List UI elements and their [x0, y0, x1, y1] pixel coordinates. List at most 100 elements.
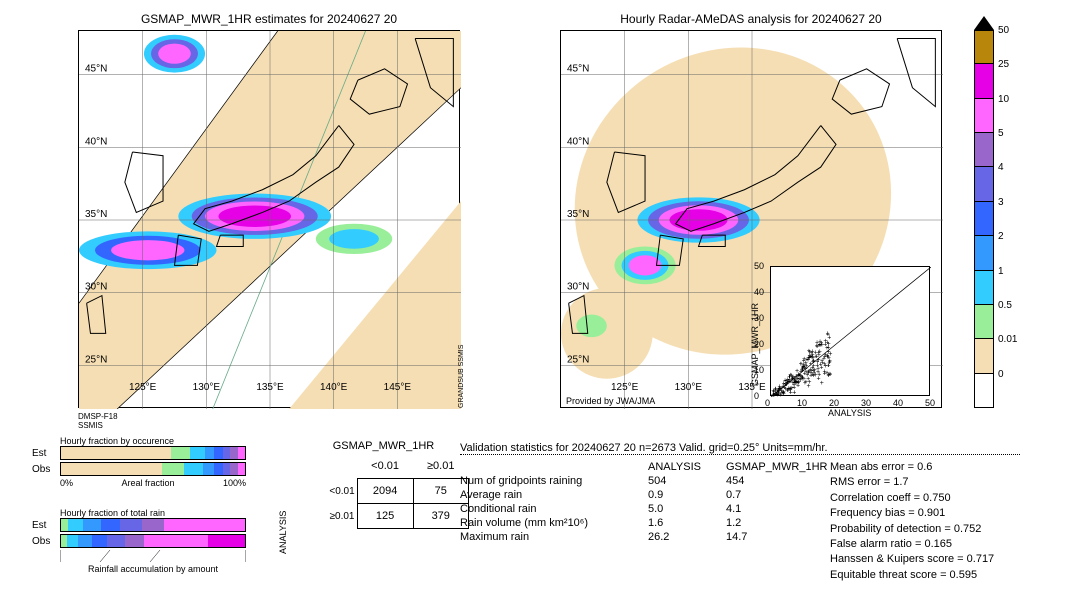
hbar-segment: [83, 519, 101, 531]
hourly-occurrence-block: Hourly fraction by occurence Est Obs 0% …: [32, 436, 246, 488]
conf-row-label: ≥0.01: [327, 504, 357, 529]
confusion-block: GSMAP_MWR_1HR ANALYSIS <0.01 ≥0.01 <0.01…: [270, 440, 455, 529]
hbar-segment: [203, 463, 214, 475]
colorbar-arrow-icon: [974, 16, 994, 30]
colorbar-segment: [974, 167, 994, 201]
conf-row-label: <0.01: [327, 479, 357, 504]
hbar: [60, 446, 246, 460]
hourly-occurrence-title: Hourly fraction by occurence: [60, 436, 246, 446]
svg-text:+: +: [804, 363, 808, 370]
scatter-ylabel: GSMAP_MWR_1HR: [750, 303, 760, 386]
hbar-segment: [223, 463, 230, 475]
hbar-segment: [223, 447, 230, 459]
scatter-xtick: 20: [829, 398, 839, 408]
svg-text:+: +: [789, 377, 793, 384]
colorbar-segment: [974, 202, 994, 236]
svg-text:140°E: 140°E: [320, 382, 348, 393]
scatter-xtick: 40: [893, 398, 903, 408]
figure-root: GSMAP_MWR_1HR estimates for 20240627 20 …: [0, 0, 1080, 612]
colorbar-tick-label: 4: [998, 162, 1004, 173]
hbar-segment: [171, 447, 189, 459]
hbar-segment: [238, 463, 245, 475]
svg-text:130°E: 130°E: [193, 382, 221, 393]
svg-text:+: +: [823, 371, 827, 378]
val-stat-line: False alarm ratio = 0.165: [830, 537, 994, 552]
hbar-segment: [120, 519, 142, 531]
hbar-segment: [107, 535, 125, 547]
left-map-footer-left: DMSP-F18 SSMIS: [78, 412, 118, 430]
svg-text:35°N: 35°N: [567, 209, 589, 220]
val-stat-line: Frequency bias = 0.901: [830, 506, 994, 521]
val-cell: 5.0: [648, 503, 718, 515]
conf-cell: 2094: [357, 479, 413, 504]
hbar: [60, 518, 246, 532]
hbar-segment: [144, 535, 208, 547]
hbar-segment: [142, 519, 164, 531]
colorbar-segment: [974, 64, 994, 98]
hbar: [60, 462, 246, 476]
validation-right-stats: Mean abs error = 0.6RMS error = 1.7Corre…: [830, 460, 994, 583]
scatter-ytick: 50: [754, 261, 764, 271]
svg-text:+: +: [794, 378, 798, 385]
hourly-total-title: Hourly fraction of total rain: [60, 508, 246, 518]
val-cell: 14.7: [726, 531, 826, 543]
svg-text:135°E: 135°E: [256, 382, 284, 393]
colorbar-tick-label: 1: [998, 266, 1004, 277]
hbar-segment: [92, 535, 107, 547]
row-label: Obs: [32, 536, 60, 547]
hourly-tot-obs-row: Obs: [32, 534, 246, 548]
hbar-segment: [205, 447, 214, 459]
val-cell: Num of gridpoints raining: [460, 475, 640, 487]
hbar-segment: [208, 535, 245, 547]
hbar-segment: [184, 463, 202, 475]
svg-text:+: +: [826, 362, 830, 369]
svg-text:+: +: [771, 392, 775, 397]
hbar-segment: [61, 447, 171, 459]
val-cell: Conditional rain: [460, 503, 640, 515]
svg-text:40°N: 40°N: [567, 136, 589, 147]
scatter-ytick: 0: [754, 391, 759, 401]
provided-by-label: Provided by JWA/JMA: [566, 396, 655, 406]
val-cell: Maximum rain: [460, 531, 640, 543]
svg-text:+: +: [828, 371, 832, 378]
hbar-segment: [101, 519, 119, 531]
colorbar: 502510543210.50.010: [974, 30, 994, 408]
hbar-segment: [230, 463, 237, 475]
svg-text:+: +: [820, 380, 824, 387]
scatter-inset: ++++++++++++++++++++++++++++++++++++++++…: [770, 266, 930, 396]
svg-text:130°E: 130°E: [675, 382, 703, 393]
val-cell: 26.2: [648, 531, 718, 543]
svg-text:30°N: 30°N: [85, 282, 107, 293]
colorbar-tick-label: 10: [998, 94, 1009, 105]
svg-text:+: +: [787, 386, 791, 393]
row-label: Est: [32, 520, 60, 531]
conf-col-header: GSMAP_MWR_1HR: [312, 440, 455, 452]
colorbar-tick-label: 5: [998, 128, 1004, 139]
conf-col-label: <0.01: [357, 454, 413, 479]
val-stat-line: Mean abs error = 0.6: [830, 460, 994, 475]
svg-text:+: +: [816, 366, 820, 373]
scatter-xtick: 0: [765, 398, 770, 408]
colorbar-tick-label: 25: [998, 59, 1009, 70]
row-label: Obs: [32, 464, 60, 475]
scatter-ytick: 40: [754, 287, 764, 297]
hbar-segment: [68, 519, 83, 531]
val-stat-line: Hanssen & Kuipers score = 0.717: [830, 552, 994, 567]
left-map-title: GSMAP_MWR_1HR estimates for 20240627 20: [78, 12, 460, 26]
colorbar-tick-label: 50: [998, 25, 1009, 36]
colorbar-segment: [974, 30, 994, 64]
colorbar-segment: [974, 99, 994, 133]
validation-title: Validation statistics for 20240627 20 n=…: [460, 442, 830, 454]
svg-text:+: +: [810, 354, 814, 361]
svg-text:+: +: [817, 350, 821, 357]
svg-text:+: +: [806, 376, 810, 383]
svg-text:25°N: 25°N: [85, 354, 107, 365]
hbar-segment: [214, 463, 223, 475]
right-map-title: Hourly Radar-AMeDAS analysis for 2024062…: [560, 12, 942, 26]
scatter-xtick: 50: [925, 398, 935, 408]
colorbar-segment: [974, 305, 994, 339]
hourly-tot-est-row: Est: [32, 518, 246, 532]
val-cell: 1.6: [648, 517, 718, 529]
hbar-segment: [61, 519, 68, 531]
row-label: Est: [32, 448, 60, 459]
